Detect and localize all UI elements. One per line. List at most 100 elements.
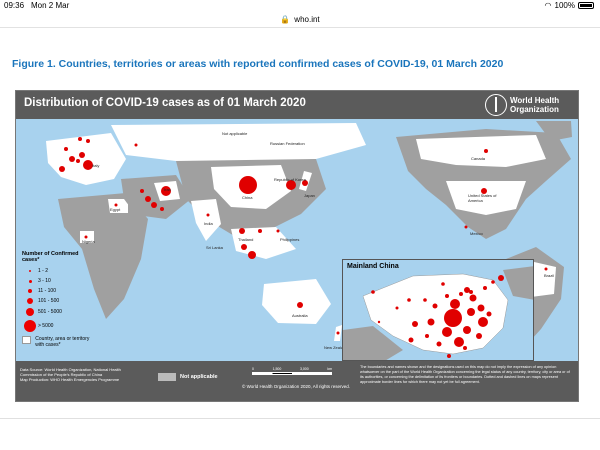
wifi-icon: ◠ <box>544 1 552 10</box>
inset-title: Mainland China <box>347 263 399 270</box>
landmass-australia <box>262 279 331 324</box>
status-date: Mon 2 Mar <box>31 1 70 10</box>
label-brazil: Brazil <box>544 273 555 278</box>
marker-uk <box>64 147 68 151</box>
scale-labels: 0 1,500 3,000 km <box>252 367 332 371</box>
legend-row: 11 - 100 <box>22 286 94 296</box>
inset-marker-xinjiang <box>371 290 375 294</box>
label-srilanka: Sri Lanka <box>206 245 223 250</box>
legend-dot-icon <box>26 308 34 316</box>
page-bottom-divider <box>0 418 600 419</box>
legend-row: > 5000 <box>22 318 94 334</box>
inset-marker-anhui <box>467 308 475 316</box>
label-korea: Republic of Korea <box>274 177 306 182</box>
landmass-canada-affected <box>416 135 546 167</box>
marker-kuwait <box>145 196 151 202</box>
who-logo-text: World Health Organization <box>510 96 560 114</box>
inset-marker-jiangxi <box>463 326 471 334</box>
inset-marker-henan <box>450 299 460 309</box>
url-text: who.int <box>294 15 320 24</box>
inset-marker-guizhou <box>425 334 429 338</box>
label-nigeria: Nigeria <box>82 239 95 244</box>
inset-marker-tianjin <box>469 290 473 294</box>
marker-india <box>206 213 210 217</box>
inset-mainland-china: Mainland China <box>342 259 534 361</box>
label-not-applicable-map: Not applicable <box>222 131 248 136</box>
inset-china-land <box>362 273 509 355</box>
marker-usa <box>481 188 487 194</box>
legend-label: 501 - 5000 <box>38 309 62 315</box>
address-bar[interactable]: 🔒 who.int <box>0 12 600 28</box>
legend-dot-icon <box>24 320 36 332</box>
figure-caption: Figure 1. Countries, territories or area… <box>12 58 504 70</box>
footer-source: Data Source: World Health Organization, … <box>20 367 140 382</box>
inset-marker-shanghai <box>486 311 492 317</box>
case-markers <box>59 137 548 335</box>
inset-marker-ningxia <box>423 298 427 302</box>
scale-unit: km <box>327 367 332 371</box>
marker-australia <box>297 302 303 308</box>
marker-iran <box>161 186 171 196</box>
not-applicable-swatch <box>158 373 176 381</box>
marker-sweden <box>86 139 90 143</box>
marker-philippines <box>276 229 280 233</box>
label-russia: Russian Federation <box>270 141 305 146</box>
inset-markers <box>371 275 504 358</box>
inset-marker-hunan <box>442 327 452 337</box>
marker-singapore <box>248 251 256 259</box>
marker-nigeria <box>84 235 88 239</box>
landmass-egypt-affected <box>108 199 128 213</box>
legend-row: 3 - 10 <box>22 276 94 286</box>
inset-marker-gansu <box>407 298 411 302</box>
legend-row: 101 - 500 <box>22 296 94 306</box>
marker-norway <box>78 137 82 141</box>
footer-production: Map Production: WHO Health Emergencies P… <box>20 377 120 382</box>
label-japan: Japan <box>304 193 315 198</box>
landmass-india-affected <box>191 199 221 241</box>
label-thailand: Thailand <box>238 237 254 242</box>
map-legend: Number of Confirmed cases* 1 - 2 3 - 10 … <box>22 251 94 348</box>
label-china: China <box>242 195 253 200</box>
world-map <box>46 121 572 351</box>
inset-marker-hongkong <box>463 346 467 350</box>
legend-dot-icon <box>28 289 32 293</box>
footer-data-source: Data Source: World Health Organization, … <box>20 367 121 377</box>
label-australia: Australia <box>292 313 308 318</box>
inset-marker-shaanxi <box>432 303 438 309</box>
marker-korea <box>286 180 296 190</box>
scale-bar: 0 1,500 3,000 km <box>252 367 332 375</box>
landmass-europe <box>46 133 126 185</box>
legend-label: 3 - 10 <box>38 278 51 284</box>
inset-marker-qinghai <box>395 306 399 310</box>
marker-vietnam <box>258 229 262 233</box>
marker-uae <box>160 207 164 211</box>
label-nz: New Zealand <box>324 345 348 350</box>
scale-label: 3,000 <box>299 367 309 371</box>
inset-marker-sichuan <box>412 321 418 327</box>
legend-dot-icon <box>27 298 33 304</box>
landmass-africa <box>58 193 148 319</box>
marker-switzerland <box>76 159 80 163</box>
scale-bar-graphic <box>252 372 332 375</box>
who-logo: World Health Organization <box>485 94 570 116</box>
marker-japan <box>302 180 308 186</box>
map-title: Distribution of COVID-19 cases as of 01 … <box>24 97 306 109</box>
inset-marker-jilin <box>491 280 495 284</box>
marker-spain <box>59 166 65 172</box>
legend-area-label: Country, area or territory with cases* <box>35 336 90 348</box>
inset-marker-guangxi <box>436 341 442 347</box>
marker-china <box>239 176 257 194</box>
footer-disclaimer: The boundaries and names shown and the d… <box>360 365 570 384</box>
status-bar: 09:36 Mon 2 Mar ◠ 100% <box>0 0 600 12</box>
lock-icon: 🔒 <box>280 15 291 24</box>
battery-percent: 100% <box>554 1 575 10</box>
label-mexico: Mexico <box>470 231 483 236</box>
label-india: India <box>204 221 213 226</box>
legend-label: 101 - 500 <box>38 298 60 304</box>
marker-iraq <box>140 189 144 193</box>
not-applicable-label: Not applicable <box>180 374 218 380</box>
landmass-russia <box>111 123 366 163</box>
inset-marker-yunnan <box>408 337 414 343</box>
legend-area-swatch <box>22 336 32 344</box>
inset-neighbors <box>343 326 403 360</box>
